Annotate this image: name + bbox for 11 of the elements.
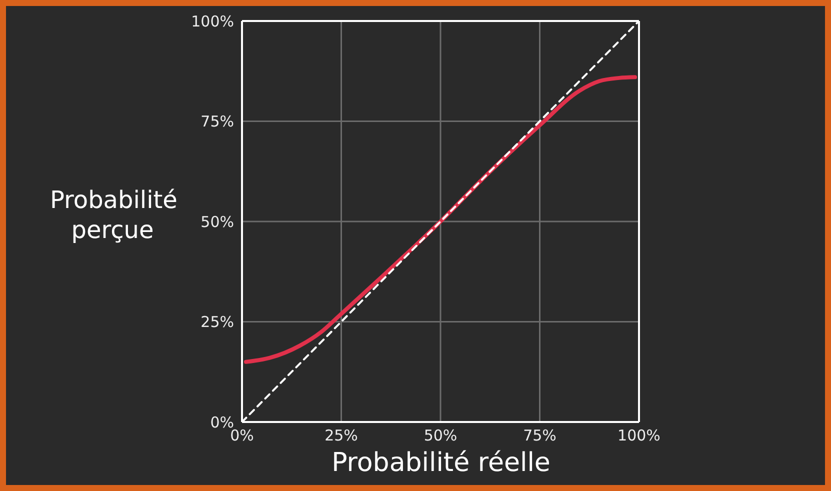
x-tick-label: 75%	[523, 426, 556, 445]
x-tick-label: 100%	[618, 426, 660, 445]
x-tick-label: 50%	[424, 426, 458, 445]
y-tick-label: 25%	[200, 313, 234, 332]
x-tick-label: 0%	[230, 426, 254, 445]
y-tick-label: 50%	[200, 212, 234, 231]
x-axis-title: Probabilité réelle	[330, 448, 552, 478]
y-tick-label: 100%	[191, 12, 234, 30]
x-tick-label: 25%	[324, 426, 358, 445]
y-axis-title: Probabilité perçue	[50, 185, 178, 245]
y-tick-label: 75%	[200, 112, 234, 131]
